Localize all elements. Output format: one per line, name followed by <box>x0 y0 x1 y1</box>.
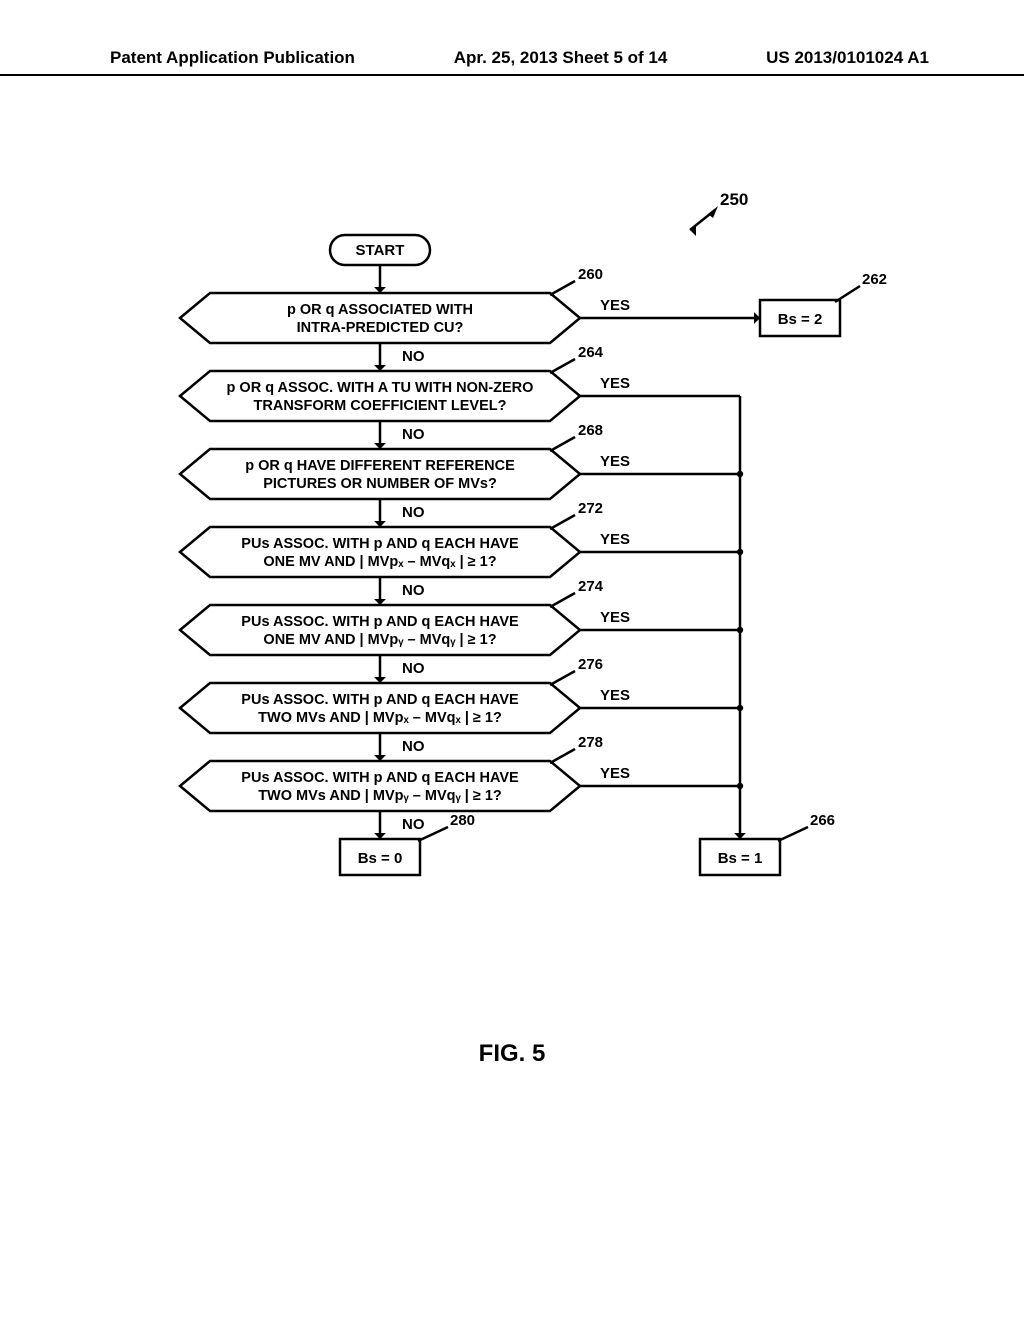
svg-text:NO: NO <box>402 660 425 677</box>
svg-text:NO: NO <box>402 738 425 755</box>
figure-caption: FIG. 5 <box>0 1040 1024 1068</box>
svg-text:PUs ASSOC. WITH p AND q EACH H: PUs ASSOC. WITH p AND q EACH HAVE <box>241 536 519 552</box>
svg-text:INTRA-PREDICTED CU?: INTRA-PREDICTED CU? <box>297 320 464 336</box>
svg-text:p OR q HAVE DIFFERENT REFERENC: p OR q HAVE DIFFERENT REFERENCE <box>245 458 515 474</box>
svg-text:276: 276 <box>578 656 603 673</box>
svg-text:278: 278 <box>578 734 603 751</box>
svg-text:YES: YES <box>600 765 630 782</box>
svg-text:TWO MVs AND | MVpₓ – MVqₓ | ≥: TWO MVs AND | MVpₓ – MVqₓ | ≥ 1? <box>258 710 502 726</box>
header-left: Patent Application Publication <box>110 48 355 68</box>
svg-text:YES: YES <box>600 687 630 704</box>
svg-text:PICTURES OR NUMBER OF MVs?: PICTURES OR NUMBER OF MVs? <box>263 476 497 492</box>
svg-text:NO: NO <box>402 582 425 599</box>
page-header: Patent Application Publication Apr. 25, … <box>0 48 1024 76</box>
svg-text:NO: NO <box>402 426 425 443</box>
svg-text:260: 260 <box>578 266 603 283</box>
svg-text:PUs ASSOC. WITH p AND q EACH H: PUs ASSOC. WITH p AND q EACH HAVE <box>241 614 519 630</box>
svg-text:264: 264 <box>578 344 604 361</box>
svg-text:NO: NO <box>402 348 425 365</box>
svg-text:TWO MVs AND | MVpᵧ – MVqᵧ | ≥: TWO MVs AND | MVpᵧ – MVqᵧ | ≥ 1? <box>258 788 502 804</box>
svg-text:YES: YES <box>600 453 630 470</box>
svg-text:NO: NO <box>402 816 425 833</box>
header-center: Apr. 25, 2013 Sheet 5 of 14 <box>454 48 668 68</box>
svg-text:262: 262 <box>862 271 887 288</box>
svg-text:TRANSFORM COEFFICIENT LEVEL?: TRANSFORM COEFFICIENT LEVEL? <box>254 398 507 414</box>
svg-text:272: 272 <box>578 500 603 517</box>
svg-text:250: 250 <box>720 190 748 209</box>
svg-text:PUs ASSOC. WITH p AND q EACH H: PUs ASSOC. WITH p AND q EACH HAVE <box>241 692 519 708</box>
svg-text:266: 266 <box>810 812 835 829</box>
svg-text:YES: YES <box>600 531 630 548</box>
svg-text:YES: YES <box>600 609 630 626</box>
svg-text:p OR q ASSOCIATED WITH: p OR q ASSOCIATED WITH <box>287 302 473 318</box>
svg-text:Bs = 2: Bs = 2 <box>778 311 823 328</box>
header-right: US 2013/0101024 A1 <box>766 48 929 68</box>
svg-text:280: 280 <box>450 812 475 829</box>
svg-text:START: START <box>356 242 405 259</box>
svg-text:YES: YES <box>600 297 630 314</box>
svg-text:Bs = 0: Bs = 0 <box>358 850 403 867</box>
svg-text:PUs ASSOC. WITH p AND q EACH H: PUs ASSOC. WITH p AND q EACH HAVE <box>241 770 519 786</box>
flowchart-figure: 250 START p OR q ASSOCIATED WITH INTRA-PRED… <box>0 180 1024 1080</box>
svg-text:ONE MV AND | MVpᵧ – MVqᵧ | ≥ 1: ONE MV AND | MVpᵧ – MVqᵧ | ≥ 1? <box>263 632 496 648</box>
svg-text:YES: YES <box>600 375 630 392</box>
svg-text:268: 268 <box>578 422 603 439</box>
svg-text:Bs = 1: Bs = 1 <box>718 850 763 867</box>
svg-text:p OR q ASSOC. WITH A TU WITH N: p OR q ASSOC. WITH A TU WITH NON-ZERO <box>227 380 534 396</box>
svg-text:NO: NO <box>402 504 425 521</box>
svg-text:ONE MV AND | MVpₓ – MVqₓ | ≥ 1: ONE MV AND | MVpₓ – MVqₓ | ≥ 1? <box>263 554 496 570</box>
svg-text:274: 274 <box>578 578 604 595</box>
